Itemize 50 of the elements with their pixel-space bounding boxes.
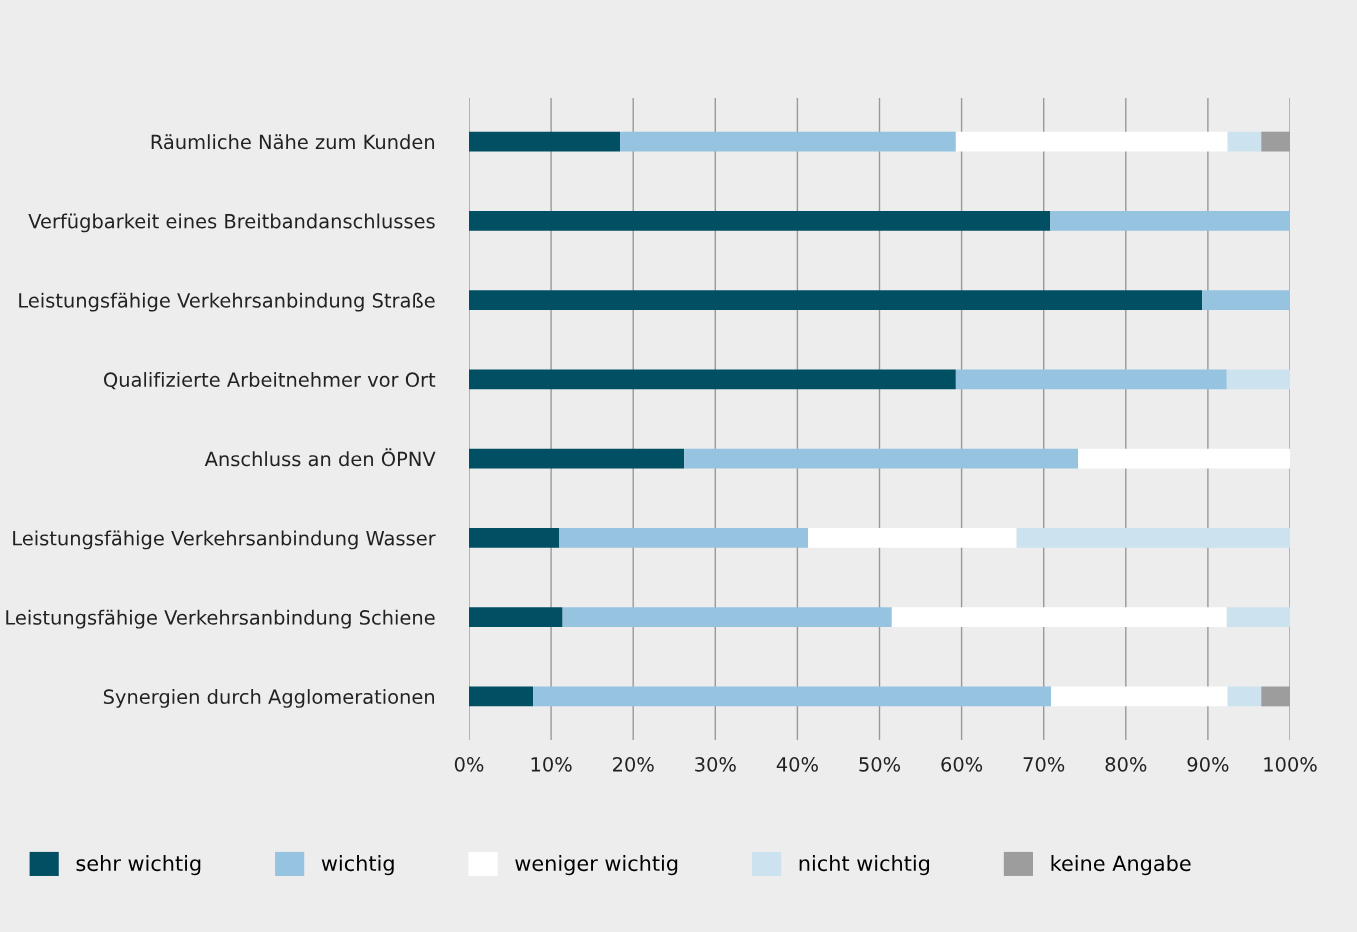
bar (891, 607, 1227, 628)
y-tick-label: Synergien durch Agglomerationen (103, 689, 435, 708)
y-tick-label: Verfügbarkeit eines Breitbandanschlusses (28, 213, 435, 233)
bar (1050, 210, 1290, 231)
bar (1202, 290, 1290, 311)
legend-label: keine Angabe (1051, 855, 1191, 876)
bar (955, 131, 1228, 152)
y-tick-label: Qualifizierte Arbeitnehmer vor Ort (104, 371, 436, 390)
x-tick-label: 60% (941, 757, 983, 772)
x-tick-label: 40% (776, 757, 818, 772)
bar (469, 607, 563, 628)
x-tick-label: 20% (613, 757, 654, 772)
y-tick-label: Leistungsfähige Verkehrsanbindung Schiene (6, 609, 435, 629)
bar (1078, 448, 1290, 469)
y-tick-label: Leistungsfähige Verkehrsanbindung Straße (19, 292, 435, 312)
bar (620, 131, 956, 152)
bar (1226, 607, 1290, 628)
legend-label: nicht wichtig (799, 855, 930, 876)
bar (469, 290, 1203, 311)
bar (955, 369, 1227, 390)
bar (1226, 369, 1290, 390)
bar (1227, 131, 1262, 152)
bar (469, 369, 956, 390)
y-tick-label: Leistungsfähige Verkehrsanbindung Wasser (13, 530, 436, 550)
bar (1016, 527, 1290, 548)
x-tick-label: 50% (859, 757, 901, 772)
y-tick-label: Räumliche Nähe zum Kunden (151, 134, 435, 150)
x-tick-label: 100% (1264, 757, 1317, 772)
bar (469, 448, 685, 469)
x-tick-label: 80% (1105, 757, 1147, 772)
bar (808, 527, 1017, 548)
bar (559, 527, 809, 548)
bar (469, 686, 534, 707)
bar (1227, 686, 1262, 707)
x-tick-label: 0% (454, 757, 484, 772)
legend-label: sehr wichtig (76, 855, 201, 876)
bar (684, 448, 1079, 469)
bar (533, 686, 1052, 707)
x-tick-label: 30% (695, 757, 736, 772)
x-tick-label: 10% (531, 757, 572, 772)
x-tick-label: 70% (1023, 757, 1065, 772)
bar (1051, 686, 1228, 707)
x-tick-label: 90% (1187, 757, 1229, 772)
legend-label: wichtig (321, 855, 394, 876)
bar (562, 607, 892, 628)
bar (469, 131, 621, 152)
legend-label: weniger wichtig (515, 855, 678, 876)
bar (469, 210, 1051, 231)
y-tick-label: Anschluss an den ÖPNV (204, 448, 436, 467)
bar (469, 527, 560, 548)
